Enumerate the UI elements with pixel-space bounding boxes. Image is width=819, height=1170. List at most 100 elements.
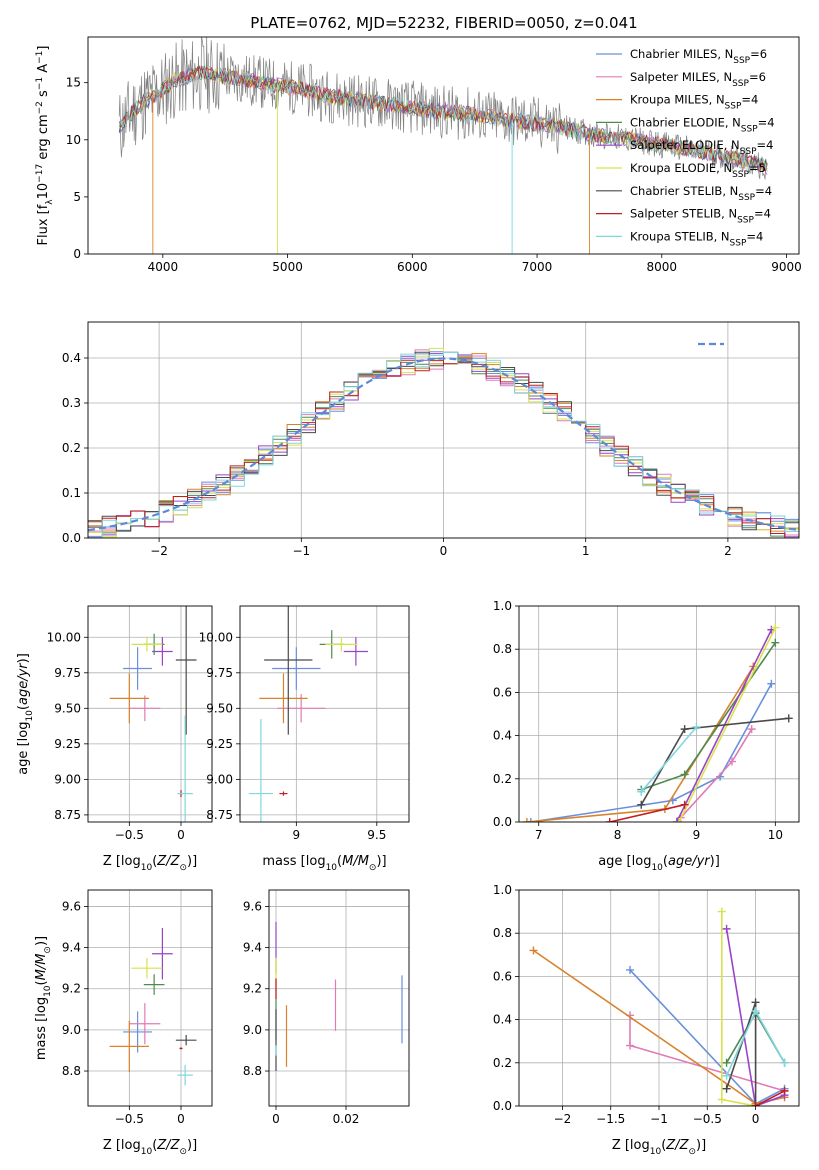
x-tick-label: 2 [724,544,732,558]
x-axis-label: mass [log10(M/M⊙)] [262,854,386,873]
residuals-axes: −2 −1 0 1 2 0.0 0.1 0.2 0.3 0.4 [62,321,800,558]
x-tick-label: 5000 [272,260,303,274]
mass-weight-point [526,818,535,822]
y-axis-label: Flux [fλ10−17 erg cm−2 s−1 A−1] [35,46,55,246]
x-axis-label: Z [log10(Z/Z⊙)] [612,1138,706,1157]
mass-weight-point [784,714,793,723]
y-tick-label: 0.1 [62,486,81,500]
massweight-vs-z-plot-area [519,890,799,1106]
y-tick-label: 9.50 [54,701,81,715]
normal-reference-curve [88,357,799,532]
y-tick-label: 9.6 [62,899,81,913]
y-tick-label: 0.6 [493,969,512,983]
y-tick-label: 1.0 [493,883,512,897]
legend-nssp: =4 [757,138,774,152]
axes-frame [87,605,213,823]
legend-nssp: =4 [754,207,771,221]
x-tick-label: 4000 [148,260,179,274]
spectrum-model-line [118,68,768,172]
massweight-vs-age-axes: 7 8 9 10 0.0 0.2 0.4 0.6 0.8 1.0 age [log10(age/yr… [493,599,800,873]
y-tick-label: 5 [73,190,81,204]
mass-vs-z-plot-area [88,890,212,1106]
x-tick-label: 1 [582,544,590,558]
legend-label: Chabrier MILES, N [630,47,733,61]
legend-entry: Chabrier STELIB, NSSP=4 [630,184,772,203]
mass-weight-line [526,666,754,822]
x-tick-label: −0.5 [693,1112,722,1126]
x-tick-label: 0 [177,1112,185,1126]
x-tick-label: 0 [177,828,185,842]
axes-frame [268,889,410,1107]
y-tick-label: 9.4 [62,941,81,955]
y-tick-label: 9.2 [243,982,262,996]
y-tick-label: 9.50 [206,701,233,715]
legend-entry: Kroupa ELODIE, NSSP=5 [630,161,766,180]
legend-label: Kroupa ELODIE, N [630,161,732,175]
axes-frame [87,321,800,539]
y-tick-label: 9.25 [206,737,233,751]
y-axis-label: mass [log10(M/M⊙)] [34,936,53,1060]
figure-title: PLATE=0762, MJD=52232, FIBERID=0050, z=0… [250,14,637,32]
x-tick-label: −1.5 [596,1112,625,1126]
x-tick-label: 0 [272,1112,280,1126]
y-tick-label: 9.2 [62,982,81,996]
x-tick-label: −2 [554,1112,572,1126]
mass-vs-ebv-axes: 0 0.02 8.8 9.0 9.2 9.4 9.6 [243,889,410,1126]
legend-nssp: =6 [749,70,766,84]
mass-weight-point [767,679,776,688]
legend-label: Kroupa MILES, N [630,93,725,107]
x-tick-label: −2 [150,544,168,558]
y-tick-label: 15 [66,76,81,90]
x-tick-label: 6000 [397,260,428,274]
legend-label: Salpeter MILES, N [630,70,732,84]
mass-vs-ebv-plot-area [269,890,409,1106]
axes-frame [239,605,410,823]
legend-entry: Salpeter ELODIE, NSSP=4 [630,138,773,157]
mass-weight-point [771,623,780,632]
legend-nssp: =4 [758,115,775,129]
y-tick-label: 9.75 [54,666,81,680]
x-tick-label: 9 [693,828,701,842]
age-vs-z-axes: −0.5 0 8.75 9.00 9.25 9.50 9.75 10.00 Z [log10(Z… [16,605,213,873]
age-vs-mass-plot-area [240,606,409,822]
y-tick-label: 0.6 [493,685,512,699]
mass-weight-point [771,638,780,647]
y-tick-label: 9.75 [206,666,233,680]
y-tick-label: 0 [73,247,81,261]
axes-frame [87,36,800,255]
mass-weight-point [747,725,756,734]
mass-weight-point [522,818,531,822]
legend-label: Salpeter STELIB, N [630,207,737,221]
y-tick-label: 0.3 [62,396,81,410]
x-tick-label: 8000 [647,260,678,274]
mass-vs-z-axes: −0.5 0 8.8 9.0 9.2 9.4 9.6 Z [log10(Z/Z⊙)] mass … [34,889,213,1157]
mass-weight-point [675,818,684,822]
axes-frame [87,889,213,1107]
x-tick-label: 0 [752,1112,760,1126]
legend-nssp: =4 [755,184,772,198]
x-axis-label: Z [log10(Z/Z⊙)] [103,1138,197,1157]
mass-weight-point [751,1102,760,1106]
axes-frame [518,605,800,823]
y-tick-label: 0.0 [493,1099,512,1113]
x-tick-label: 10 [768,828,783,842]
mass-weight-point [637,800,646,809]
spectrum-axes: 4000 5000 6000 7000 8000 9000 0 5 10 15 Flux [fλ10… [35,36,802,274]
x-axis-label: Z [log10(Z/Z⊙)] [103,854,197,873]
legend-entry: Kroupa STELIB, NSSP=4 [630,229,763,248]
mass-weight-point [717,1095,726,1104]
legend-nssp: =6 [750,47,767,61]
mass-weight-point [727,757,736,766]
y-tick-label: 0.2 [493,772,512,786]
mass-weight-point [680,725,689,734]
spectrum-plot-area [118,37,768,254]
x-tick-label: −1 [292,544,310,558]
mass-weight-line [725,928,785,1106]
legend-nssp: =5 [749,161,766,175]
mass-weight-point [722,1058,731,1067]
spectrum-model-line [118,65,768,171]
mass-weight-point [722,1071,731,1080]
y-tick-label: 0.8 [493,642,512,656]
